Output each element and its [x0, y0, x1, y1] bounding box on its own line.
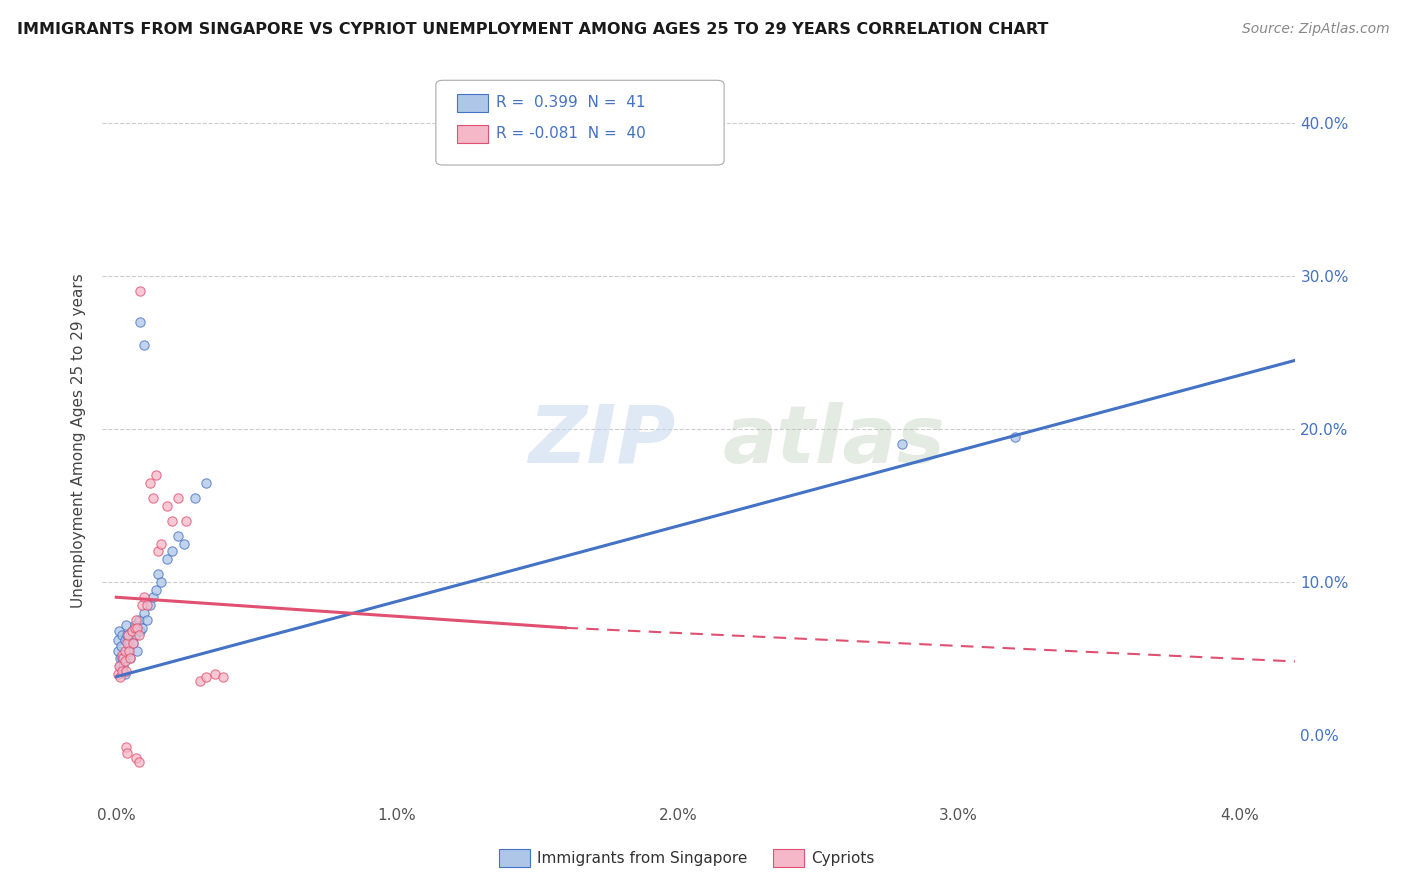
Point: [114, 644, 136, 658]
Text: atlas: atlas: [723, 401, 945, 480]
Point: [110, 659, 132, 673]
Point: [121, 624, 143, 638]
Point: [125, 751, 148, 765]
Point: [112, 659, 135, 673]
Point: [134, 591, 156, 605]
Point: [128, 756, 150, 770]
Point: [127, 621, 149, 635]
Text: Source: ZipAtlas.com: Source: ZipAtlas.com: [1241, 22, 1389, 37]
Point: [107, 633, 129, 648]
Point: [139, 475, 162, 490]
Point: [114, 666, 136, 681]
Point: [134, 338, 156, 352]
Point: [162, 544, 184, 558]
Point: [107, 644, 129, 658]
Point: [127, 644, 149, 658]
Point: [150, 537, 173, 551]
Point: [107, 666, 129, 681]
Point: [117, 636, 139, 650]
Point: [167, 529, 190, 543]
Point: [114, 633, 136, 648]
Point: [156, 499, 179, 513]
Point: [129, 315, 152, 329]
Point: [162, 514, 184, 528]
Point: [184, 491, 207, 505]
Point: [120, 651, 142, 665]
Point: [176, 514, 198, 528]
Point: [139, 598, 162, 612]
Point: [145, 582, 167, 597]
Point: [195, 475, 218, 490]
Point: [117, 644, 139, 658]
Point: [108, 659, 131, 673]
Point: [118, 644, 141, 658]
Point: [115, 740, 138, 755]
Text: ZIP: ZIP: [527, 401, 675, 480]
Point: [124, 621, 146, 635]
Point: [131, 598, 153, 612]
Point: [212, 670, 235, 684]
Point: [134, 606, 156, 620]
Point: [148, 567, 170, 582]
Point: [124, 617, 146, 632]
Point: [195, 670, 218, 684]
Text: Immigrants from Singapore: Immigrants from Singapore: [537, 851, 748, 865]
Point: [115, 664, 138, 678]
Point: [125, 613, 148, 627]
Point: [142, 491, 165, 505]
Point: [173, 537, 195, 551]
Point: [111, 651, 134, 665]
Text: IMMIGRANTS FROM SINGAPORE VS CYPRIOT UNEMPLOYMENT AMONG AGES 25 TO 29 YEARS CORR: IMMIGRANTS FROM SINGAPORE VS CYPRIOT UNE…: [17, 22, 1049, 37]
Point: [128, 613, 150, 627]
Point: [114, 655, 136, 669]
Point: [145, 467, 167, 482]
Point: [122, 636, 145, 650]
Point: [121, 624, 143, 638]
Text: R = -0.081  N =  40: R = -0.081 N = 40: [496, 127, 647, 141]
Point: [142, 591, 165, 605]
Point: [108, 651, 131, 665]
Point: [128, 628, 150, 642]
Point: [122, 636, 145, 650]
Point: [167, 491, 190, 505]
Point: [117, 628, 139, 642]
Point: [136, 613, 159, 627]
Point: [125, 628, 148, 642]
Point: [131, 621, 153, 635]
Point: [115, 617, 138, 632]
Point: [129, 285, 152, 299]
Point: [136, 598, 159, 612]
Point: [110, 639, 132, 653]
Point: [1004, 430, 1026, 444]
Point: [129, 624, 152, 638]
Point: [117, 628, 139, 642]
Point: [111, 664, 134, 678]
Point: [108, 624, 131, 638]
Point: [190, 674, 212, 689]
Point: [150, 574, 173, 589]
Point: [110, 670, 132, 684]
Point: [111, 628, 134, 642]
Text: Cypriots: Cypriots: [811, 851, 875, 865]
Point: [148, 544, 170, 558]
Point: [117, 746, 139, 760]
Point: [204, 666, 226, 681]
Point: [156, 552, 179, 566]
Point: [112, 651, 135, 665]
Y-axis label: Unemployment Among Ages 25 to 29 years: Unemployment Among Ages 25 to 29 years: [72, 273, 86, 608]
Point: [120, 651, 142, 665]
Point: [111, 648, 134, 663]
Text: R =  0.399  N =  41: R = 0.399 N = 41: [496, 95, 645, 110]
Point: [891, 437, 914, 451]
Point: [118, 636, 141, 650]
